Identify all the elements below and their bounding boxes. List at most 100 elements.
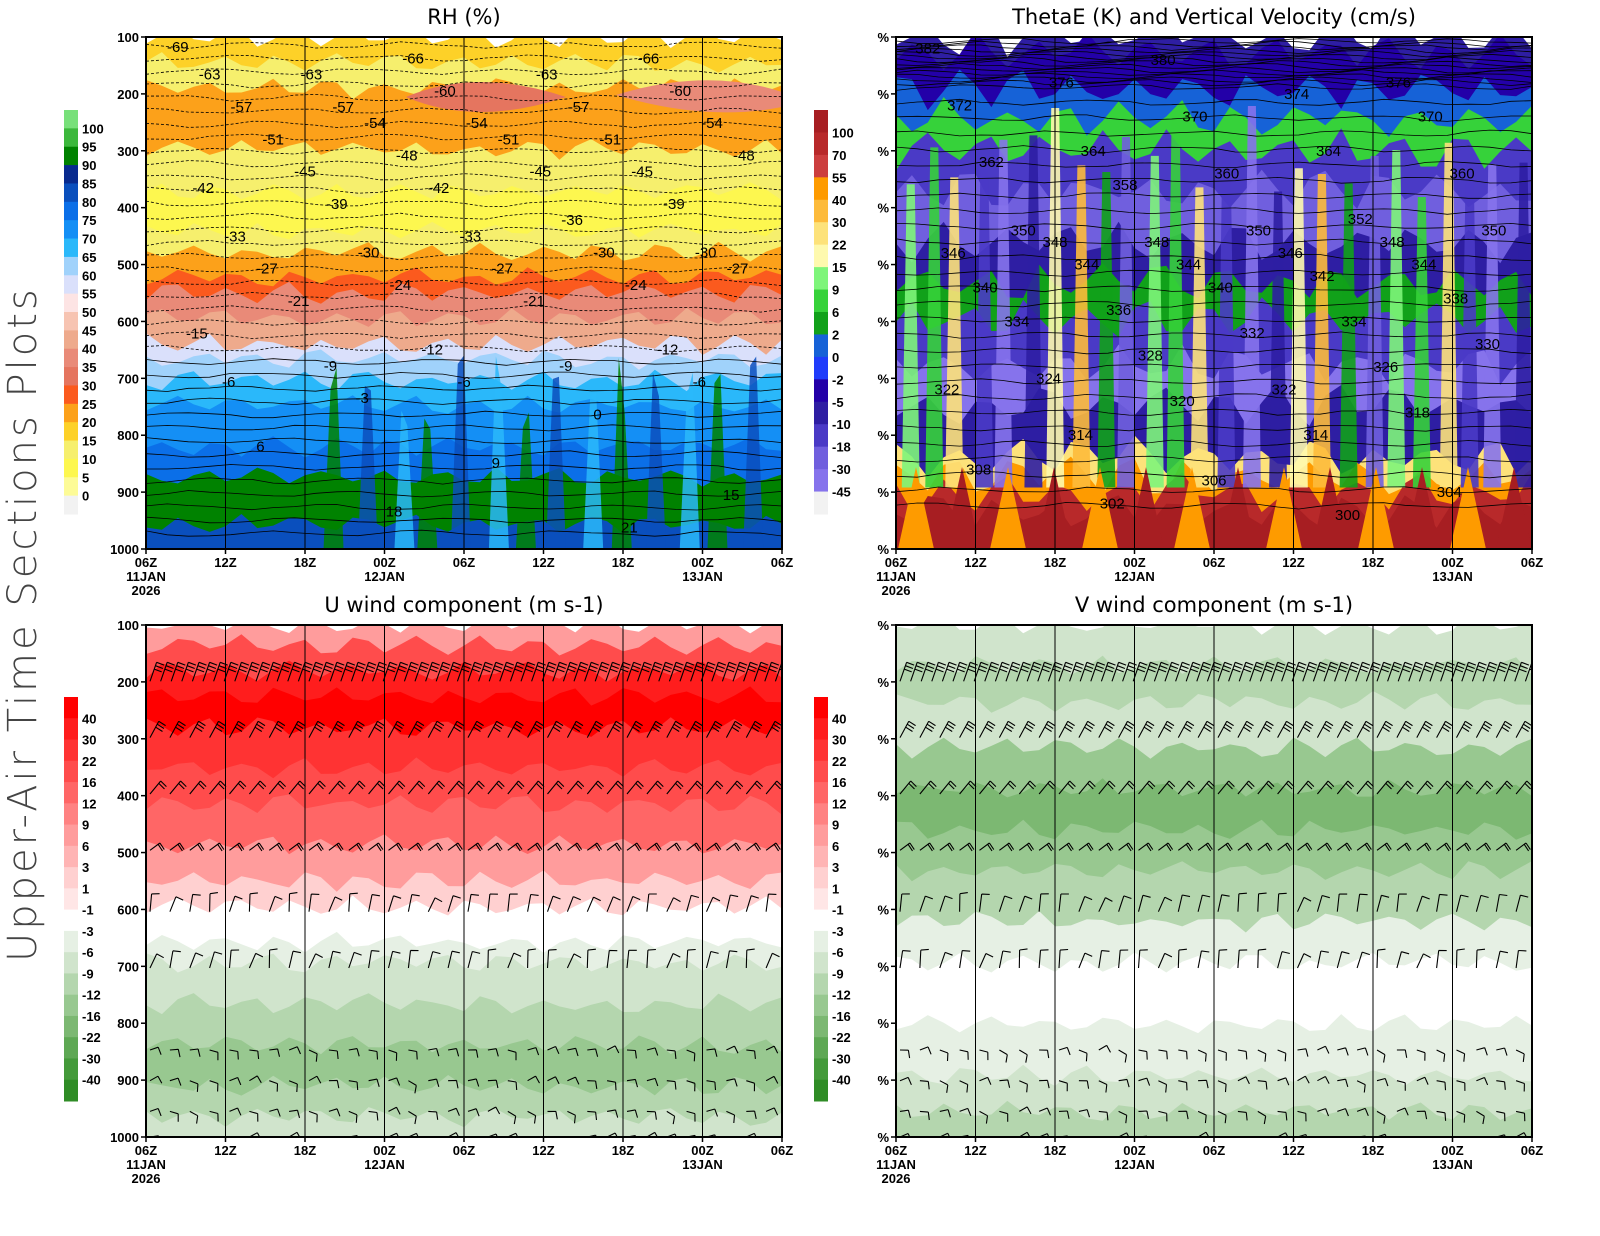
wind-barb — [666, 1049, 677, 1059]
wind-barb — [1495, 842, 1511, 852]
wind-barb — [1238, 661, 1254, 682]
wind-barb — [646, 780, 664, 795]
wind-barb — [547, 720, 564, 738]
x-tick-label: 18Z — [1362, 1143, 1384, 1158]
wind-barb — [319, 661, 334, 682]
wind-barb — [248, 720, 266, 738]
colorbar-swatch — [814, 1037, 828, 1059]
velocity-plume — [1312, 467, 1348, 549]
wind-barb — [1058, 1110, 1070, 1119]
wind-barb — [393, 661, 409, 682]
colorbar-swatch — [64, 110, 78, 129]
velocity-plume — [1242, 105, 1261, 488]
wind-barb — [288, 950, 302, 969]
colorbar-label: -12 — [82, 988, 101, 1003]
wind-barb — [1018, 895, 1033, 912]
wind-barb — [706, 780, 724, 795]
wind-barb — [1257, 948, 1267, 969]
colorbar-swatch — [814, 334, 828, 358]
wind-barb — [1317, 1076, 1330, 1084]
wind-barb — [189, 1110, 199, 1124]
y-tick-label: % — [877, 959, 889, 974]
wind-barb — [1078, 1049, 1088, 1062]
wind-barb — [328, 1079, 340, 1089]
wind-barb — [979, 1076, 992, 1085]
wind-barb — [1456, 1080, 1466, 1091]
colorbar-swatch — [814, 782, 828, 804]
colorbar-swatch — [814, 222, 828, 246]
wind-barb — [1336, 893, 1348, 912]
colorbar-swatch — [64, 867, 78, 889]
contour-label: -33 — [224, 228, 246, 245]
wind-barb — [765, 720, 782, 738]
wind-barb — [1440, 661, 1455, 682]
y-tick-label: % — [877, 1073, 889, 1088]
x-date-label: 2026 — [882, 1171, 911, 1186]
y-tick-label: % — [877, 1130, 889, 1145]
wind-barb — [1178, 1110, 1189, 1120]
wind-barb — [1316, 780, 1335, 795]
colorbar-swatch — [64, 845, 78, 868]
wind-barb — [1078, 842, 1094, 852]
wind-barb — [1098, 1136, 1101, 1137]
contour-label: -51 — [262, 131, 284, 148]
velocity-plume — [1190, 187, 1209, 488]
wind-barb — [1429, 661, 1445, 682]
wind-barb — [348, 892, 358, 912]
wind-barb — [1237, 1076, 1250, 1085]
wind-barb — [487, 720, 504, 738]
wind-barb — [586, 780, 604, 795]
wind-barb — [1118, 1049, 1128, 1063]
wind-barb — [189, 1048, 201, 1057]
x-tick-label: 12Z — [1282, 555, 1304, 570]
wind-barb — [507, 893, 518, 912]
contour-label: 362 — [979, 154, 1004, 171]
wind-barb — [1456, 780, 1474, 795]
wind-barb — [308, 661, 324, 682]
wind-barb — [562, 661, 578, 682]
wind-barb — [527, 842, 543, 852]
wind-barb — [249, 1049, 260, 1060]
contour-label: 318 — [1405, 404, 1430, 421]
contour-label: 338 — [1443, 291, 1468, 308]
wind-barb — [1132, 661, 1148, 682]
colorbar-swatch — [814, 244, 828, 268]
wind-barb — [1098, 897, 1113, 912]
velocity-plume — [1312, 173, 1331, 488]
wind-barb — [1197, 894, 1211, 912]
y-tick-label: 800 — [117, 1016, 139, 1031]
velocity-plume — [1365, 155, 1384, 488]
wind-barb — [626, 1049, 637, 1059]
wind-barb — [1495, 950, 1509, 969]
wind-barb — [567, 842, 583, 852]
colorbar-label: 1 — [82, 881, 89, 896]
wind-barb — [507, 1049, 517, 1061]
contour-label: 364 — [1081, 143, 1106, 160]
velocity-plume — [1460, 170, 1479, 488]
wind-barb — [959, 842, 975, 852]
x-date-label: 2026 — [132, 583, 161, 598]
x-date-label: 11JAN — [876, 1157, 916, 1172]
wind-barb — [1019, 1080, 1028, 1093]
wind-barb — [1118, 842, 1134, 852]
wind-barb — [288, 1080, 298, 1093]
wind-barb — [328, 720, 345, 738]
wind-barb — [1078, 895, 1093, 912]
wind-barb — [308, 953, 323, 969]
colorbar-label: 100 — [82, 121, 104, 136]
wind-barb — [229, 780, 247, 795]
wind-barb — [1143, 661, 1159, 682]
colorbar-label: 15 — [82, 434, 96, 449]
colorbar: 40 30 22 16 12 9 6 3 1 -1 -3 -6 -9 -12 -16 -22 -30 -40 — [814, 697, 851, 1102]
barb-row — [149, 1075, 779, 1094]
wind-barb — [1178, 1080, 1188, 1091]
wind-barb — [1396, 893, 1407, 912]
wind-barb — [959, 892, 968, 912]
colorbar-swatch — [64, 952, 78, 974]
wind-barb — [605, 661, 621, 682]
wind-barb — [1396, 1107, 1409, 1116]
wind-barb — [899, 1076, 912, 1086]
y-tick-label: % — [877, 314, 889, 329]
wind-barb — [1297, 1048, 1309, 1057]
wind-barb — [706, 842, 722, 852]
